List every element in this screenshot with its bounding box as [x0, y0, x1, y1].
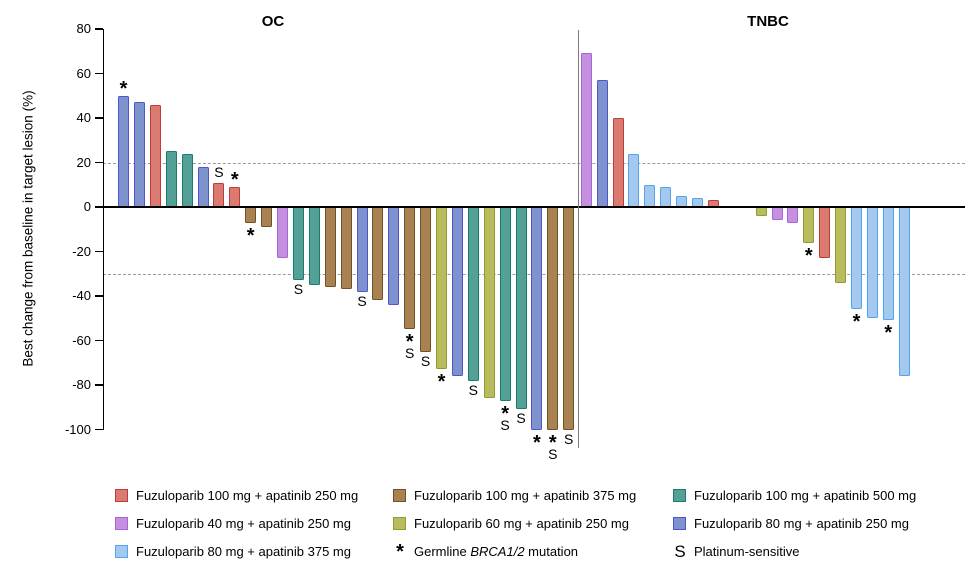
- platinum-sensitive-flag: S: [420, 352, 431, 369]
- y-axis: [103, 29, 105, 430]
- y-tick-label: -40: [72, 288, 91, 303]
- y-tick: [95, 250, 103, 253]
- bar: [580, 53, 592, 207]
- bar: [245, 207, 257, 223]
- bar: [547, 207, 559, 430]
- bar: [118, 95, 129, 207]
- bar: [308, 207, 320, 285]
- brca-mutation-flag: *: [852, 311, 861, 334]
- bar: [563, 207, 575, 430]
- bar: [404, 207, 416, 330]
- brca-mutation-flag: *: [548, 431, 557, 454]
- brca-mutation-flag: *: [501, 402, 509, 425]
- bar: [356, 207, 368, 292]
- bar: [340, 207, 352, 290]
- y-tick: [95, 428, 103, 431]
- y-tick: [95, 206, 103, 208]
- bar: [292, 207, 304, 281]
- y-tick: [95, 295, 103, 297]
- brca-mutation-flag: *: [119, 77, 128, 100]
- bar: [133, 102, 145, 207]
- group-separator: [577, 30, 579, 448]
- bar: [420, 207, 432, 352]
- bar: [660, 186, 672, 207]
- platinum-sensitive-flag: S: [293, 281, 304, 298]
- brca-mutation-flag: *: [437, 371, 446, 394]
- bar: [277, 207, 288, 259]
- zero-line: [103, 206, 965, 208]
- y-tick: [95, 384, 103, 386]
- bar: [755, 207, 767, 216]
- bar: [181, 153, 193, 207]
- bar: [165, 151, 177, 207]
- y-tick: [95, 28, 103, 30]
- brca-mutation-flag: *: [884, 322, 893, 345]
- y-tick-label: 0: [83, 199, 91, 214]
- group-title-tnbc: TNBC: [747, 13, 789, 30]
- brca-mutation-flag: *: [804, 244, 813, 267]
- brca-mutation-flag: *: [246, 224, 255, 247]
- y-tick: [95, 161, 103, 164]
- y-tick: [95, 117, 103, 119]
- platinum-sensitive-flag: S: [357, 292, 367, 309]
- platinum-sensitive-flag: S: [564, 430, 574, 447]
- bar: [866, 207, 878, 319]
- bar: [803, 207, 815, 243]
- y-tick-label: -60: [72, 332, 91, 348]
- platinum-sensitive-flag: S: [405, 345, 415, 362]
- bar: [436, 207, 447, 370]
- bar: [197, 166, 209, 207]
- platinum-sensitive-flag: S: [516, 410, 526, 427]
- bar: [851, 207, 862, 310]
- bar: [149, 104, 161, 207]
- y-tick: [95, 72, 103, 75]
- y-tick-label: 40: [76, 110, 91, 125]
- bar: [628, 153, 640, 207]
- bar: [898, 207, 910, 377]
- platinum-sensitive-flag: S: [214, 163, 224, 180]
- bar: [515, 207, 527, 410]
- platinum-sensitive-flag: S: [500, 416, 510, 433]
- y-tick-label: 80: [76, 21, 91, 36]
- bar: [882, 207, 894, 321]
- y-tick-label: -100: [64, 421, 91, 437]
- y-tick-label: -20: [72, 243, 91, 259]
- bar: [388, 207, 400, 305]
- y-tick: [95, 339, 103, 342]
- bar: [324, 207, 336, 288]
- brca-mutation-flag: *: [230, 168, 239, 191]
- platinum-sensitive-flag: S: [468, 381, 478, 398]
- bar: [835, 207, 847, 283]
- bar: [451, 207, 463, 377]
- bar: [787, 207, 799, 223]
- bar: [531, 207, 543, 430]
- bar: [213, 182, 225, 207]
- bar: [596, 80, 608, 207]
- group-title-oc: OC: [261, 13, 285, 30]
- reference-line: [103, 162, 965, 164]
- bar: [261, 207, 273, 228]
- y-tick-label: 20: [76, 154, 91, 170]
- bar: [467, 207, 479, 381]
- bar: [771, 207, 783, 221]
- platinum-sensitive-flag: S: [548, 445, 558, 462]
- y-tick-label: -80: [72, 377, 91, 392]
- brca-mutation-flag: *: [532, 431, 541, 454]
- bar: [499, 207, 511, 401]
- bar: [644, 184, 656, 207]
- brca-mutation-flag: *: [405, 331, 414, 354]
- bar: [612, 118, 624, 207]
- bar: [819, 207, 831, 259]
- y-tick-label: 60: [76, 65, 91, 81]
- bar: [372, 207, 384, 301]
- bar: [483, 207, 495, 399]
